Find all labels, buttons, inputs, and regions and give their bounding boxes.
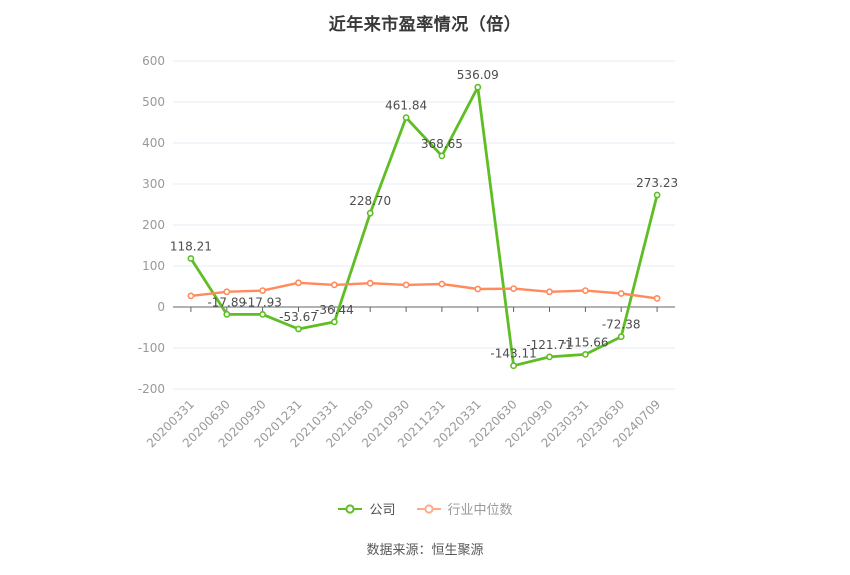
data-point[interactable] [259, 310, 266, 318]
data-point-label: -53.67 [279, 310, 318, 324]
data-point[interactable] [402, 114, 410, 121]
data-point[interactable] [510, 362, 517, 370]
series-line-industry-median [189, 281, 659, 300]
data-point-label: -115.66 [562, 335, 608, 349]
data-source-note: 数据来源：恒生聚源 [366, 543, 484, 558]
legend-item-company[interactable]: 公司 [337, 499, 396, 518]
y-axis-label: 100 [142, 259, 165, 273]
y-axis-label: 200 [142, 218, 165, 232]
legend-label-company: 公司 [369, 503, 396, 518]
data-point[interactable] [653, 191, 661, 199]
data-point-label: -143.11 [490, 347, 536, 361]
data-point-label: 273.23 [636, 176, 678, 190]
data-point-label: 118.21 [170, 240, 212, 254]
legend-item-industry-median[interactable]: 行业中位数 [416, 499, 513, 518]
data-point-label: -72.38 [602, 318, 641, 332]
chart-title: 近年来市盈率情况（倍） [328, 15, 522, 35]
y-axis-label: 600 [142, 54, 165, 68]
industry-line-marker-icon [416, 503, 441, 514]
data-point[interactable] [546, 353, 553, 361]
y-axis-label: -200 [138, 382, 165, 396]
y-axis-label: 0 [157, 300, 165, 314]
y-axis-label: -100 [138, 341, 165, 355]
data-point[interactable] [187, 255, 195, 262]
data-point[interactable] [617, 290, 625, 297]
legend: 公司 行业中位数 [0, 499, 850, 518]
data-point-label: 228.70 [349, 194, 391, 208]
data-point[interactable] [617, 333, 625, 341]
data-point[interactable] [330, 281, 338, 289]
data-point-label: -121.71 [526, 338, 572, 352]
data-point[interactable] [438, 152, 446, 160]
data-point[interactable] [366, 209, 374, 217]
data-point[interactable] [187, 292, 195, 300]
data-point-label: 461.84 [385, 99, 427, 113]
series-line-company [189, 85, 659, 368]
data-point[interactable] [582, 287, 589, 294]
data-point[interactable] [510, 285, 517, 292]
data-point-label: -36.44 [315, 303, 354, 317]
data-point[interactable] [402, 281, 410, 289]
data-point[interactable] [330, 318, 338, 326]
data-point-label: 536.09 [457, 68, 499, 82]
data-point-label: -17.93 [243, 295, 282, 309]
y-axis-label: 300 [142, 177, 165, 191]
legend-label-industry-median: 行业中位数 [447, 503, 513, 518]
data-point-label: -17.89 [207, 295, 246, 309]
data-point[interactable] [295, 279, 302, 287]
plot-svg: -200-10001002003004005006002020033120200… [138, 54, 678, 450]
data-point-label: 368.65 [421, 137, 463, 151]
data-point[interactable] [366, 279, 374, 287]
data-point[interactable] [653, 294, 661, 302]
data-point[interactable] [438, 280, 446, 288]
data-point[interactable] [295, 325, 302, 333]
data-point[interactable] [223, 310, 231, 318]
data-point[interactable] [582, 350, 589, 358]
data-point[interactable] [474, 285, 482, 293]
data-point[interactable] [259, 287, 266, 294]
data-point[interactable] [474, 83, 482, 91]
data-point[interactable] [223, 288, 231, 296]
data-point[interactable] [546, 288, 553, 296]
y-axis-label: 400 [142, 136, 165, 150]
y-axis-label: 500 [142, 95, 165, 109]
company-line-marker-icon [338, 503, 363, 514]
